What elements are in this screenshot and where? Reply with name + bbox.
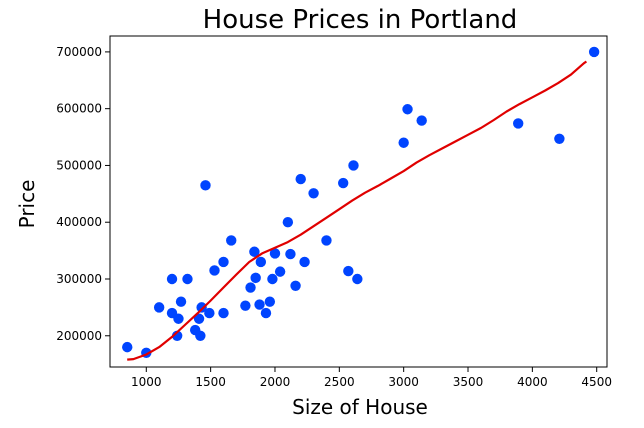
plot-area (122, 46, 600, 361)
chart-title: House Prices in Portland (203, 5, 518, 35)
data-point (295, 173, 306, 185)
regression-line (127, 60, 588, 361)
data-point (255, 256, 267, 268)
data-point (196, 302, 207, 313)
y-tick-label: 700000 (56, 45, 102, 59)
data-point (195, 330, 206, 341)
data-point (153, 302, 165, 313)
data-point (175, 296, 187, 307)
data-point (321, 235, 332, 246)
data-point (240, 300, 251, 311)
x-tick-label: 4000 (517, 375, 548, 389)
data-point (193, 313, 205, 324)
x-tick-label: 2500 (324, 375, 355, 389)
data-point (513, 118, 524, 129)
data-point (554, 133, 565, 144)
data-point (416, 115, 427, 126)
data-point (274, 266, 286, 277)
x-tick-label: 1500 (195, 375, 226, 389)
data-point (308, 188, 319, 199)
data-point (122, 341, 133, 353)
y-axis-label: Price (15, 180, 39, 229)
data-point (285, 248, 296, 260)
x-tick-label: 3000 (388, 375, 419, 389)
data-point (254, 299, 265, 310)
data-point (290, 280, 301, 292)
data-point (264, 296, 276, 307)
y-tick-label: 300000 (56, 272, 102, 286)
data-point (209, 265, 220, 276)
y-tick-label: 400000 (56, 215, 102, 229)
y-tick-label: 600000 (56, 102, 102, 116)
data-point (337, 177, 349, 189)
data-point (402, 104, 413, 115)
data-point (267, 273, 278, 285)
data-point (226, 235, 237, 246)
y-tick-label: 500000 (56, 158, 102, 172)
data-point (269, 248, 281, 259)
data-point (343, 265, 354, 277)
data-point (250, 272, 261, 284)
x-axis: 1000 1500 2000 2500 3000 3500 4000 4500 (131, 367, 612, 389)
data-point (299, 256, 310, 268)
data-point (260, 307, 272, 319)
data-point (398, 137, 409, 148)
data-point (282, 217, 294, 228)
data-point (218, 307, 229, 319)
x-tick-label: 1000 (131, 375, 162, 389)
data-point (348, 160, 359, 171)
data-point (218, 256, 229, 268)
plot-frame (109, 35, 608, 368)
y-axis: 200000 300000 400000 500000 600000 700000 (56, 45, 110, 343)
x-tick-label: 3500 (453, 375, 484, 389)
data-point (249, 246, 260, 257)
data-point (204, 307, 215, 319)
x-axis-label: Size of House (292, 395, 428, 419)
data-point (352, 273, 363, 285)
y-tick-label: 200000 (56, 329, 102, 343)
data-point (166, 273, 178, 285)
data-point (588, 46, 600, 58)
data-point (200, 180, 211, 191)
x-tick-label: 4500 (581, 375, 612, 389)
data-point (173, 313, 184, 324)
data-point (245, 282, 256, 293)
x-tick-label: 2000 (260, 375, 291, 389)
data-point (182, 273, 193, 285)
